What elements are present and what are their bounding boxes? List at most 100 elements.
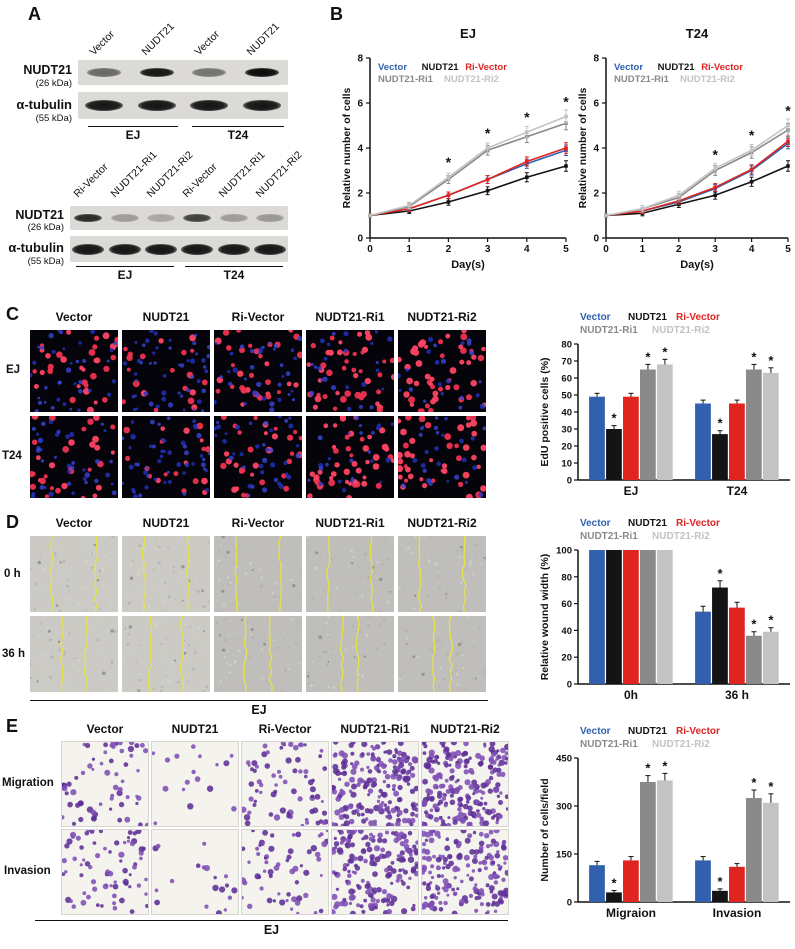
svg-text:Ri-Vector: Ri-Vector xyxy=(701,62,743,73)
svg-text:8: 8 xyxy=(593,54,599,65)
panel-d-cellline-label: EJ xyxy=(251,703,267,717)
column-header-nudt21-ri2: NUDT21-Ri2 xyxy=(430,722,500,736)
wound-image-0h-col0 xyxy=(30,536,118,612)
svg-text:20: 20 xyxy=(561,653,572,664)
svg-text:*: * xyxy=(645,761,651,776)
western-band xyxy=(181,243,214,255)
svg-text:NUDT21-Ri2: NUDT21-Ri2 xyxy=(652,325,710,336)
svg-text:NUDT21-Ri1: NUDT21-Ri1 xyxy=(580,325,638,336)
row-label-ej: EJ xyxy=(6,364,21,376)
edu-image-t24-col4 xyxy=(398,416,486,498)
svg-text:0: 0 xyxy=(567,898,572,909)
wound-image-36h-col3 xyxy=(306,616,394,692)
column-header-vector: Vector xyxy=(55,310,93,324)
column-header-nudt21-ri1: NUDT21-Ri1 xyxy=(315,516,385,530)
svg-text:T24: T24 xyxy=(727,484,748,498)
svg-text:*: * xyxy=(524,109,530,125)
svg-text:*: * xyxy=(718,416,724,431)
svg-text:10: 10 xyxy=(561,459,572,470)
svg-text:Relative number of cells: Relative number of cells xyxy=(577,87,589,208)
svg-text:*: * xyxy=(749,127,755,143)
column-header-ri-vector: Ri-Vector xyxy=(258,722,312,736)
group-label: T24 xyxy=(223,268,245,282)
svg-text:Vector: Vector xyxy=(378,62,407,73)
panel-e-cellline-label: EJ xyxy=(263,923,280,937)
column-header-ri-vector: Ri-Vector xyxy=(231,310,285,324)
column-header-nudt21: NUDT21 xyxy=(142,310,190,324)
svg-text:NUDT21: NUDT21 xyxy=(658,62,696,73)
svg-text:*: * xyxy=(485,125,491,141)
western-strip-tubulin xyxy=(70,236,288,262)
svg-text:*: * xyxy=(751,775,757,790)
svg-text:Migraion: Migraion xyxy=(606,906,656,920)
bar-chart-edu: Vector NUDT21 Ri-Vector NUDT21-Ri1 NUDT21-Ri… xyxy=(540,308,794,506)
edu-image-t24-col3 xyxy=(306,416,394,498)
svg-text:80: 80 xyxy=(561,340,572,351)
svg-text:Ri-Vector: Ri-Vector xyxy=(676,726,720,737)
svg-text:6: 6 xyxy=(593,99,599,110)
svg-text:Relative wound width (%): Relative wound width (%) xyxy=(540,554,551,681)
svg-text:40: 40 xyxy=(561,626,572,637)
row-label-t24: T24 xyxy=(2,450,22,462)
western-band xyxy=(183,214,212,222)
group-label: T24 xyxy=(227,128,249,142)
column-header-nudt21-ri1: NUDT21-Ri1 xyxy=(315,310,385,324)
svg-text:NUDT21: NUDT21 xyxy=(628,312,667,323)
western-band xyxy=(74,214,103,222)
western-band xyxy=(146,214,175,222)
svg-text:30: 30 xyxy=(561,425,572,436)
column-header-nudt21-ri1: NUDT21-Ri1 xyxy=(340,722,410,736)
western-strip-tubulin xyxy=(78,92,288,119)
svg-text:5: 5 xyxy=(563,244,569,255)
svg-text:*: * xyxy=(712,146,718,162)
transwell-image-invasion-col2 xyxy=(241,829,329,915)
svg-text:2: 2 xyxy=(593,189,599,200)
svg-text:*: * xyxy=(751,349,757,364)
wound-image-36h-col1 xyxy=(122,616,210,692)
western-band xyxy=(190,100,229,111)
svg-text:0: 0 xyxy=(367,244,373,255)
svg-text:300: 300 xyxy=(556,802,572,813)
svg-text:2: 2 xyxy=(676,244,682,255)
edu-image-ej-col0 xyxy=(30,330,118,412)
svg-text:Vector: Vector xyxy=(580,726,611,737)
svg-text:NUDT21: NUDT21 xyxy=(628,726,667,737)
svg-text:60: 60 xyxy=(561,599,572,610)
svg-text:NUDT21-Ri2: NUDT21-Ri2 xyxy=(652,739,710,750)
protein-label: NUDT21 xyxy=(23,63,72,77)
svg-text:*: * xyxy=(751,617,757,632)
group-underline xyxy=(88,126,178,127)
column-header-nudt21-ri2: NUDT21-Ri2 xyxy=(407,310,477,324)
svg-text:3: 3 xyxy=(712,244,718,255)
svg-text:*: * xyxy=(785,102,791,118)
mw-label: (26 kDa) xyxy=(27,222,64,233)
transwell-image-invasion-col0 xyxy=(61,829,149,915)
edu-image-ej-col2 xyxy=(214,330,302,412)
protein-label: NUDT21 xyxy=(15,208,64,222)
svg-text:T24: T24 xyxy=(686,26,709,41)
svg-text:Vector: Vector xyxy=(614,62,643,73)
transwell-image-migration-col3 xyxy=(331,741,419,827)
svg-text:0: 0 xyxy=(567,680,572,691)
svg-text:3: 3 xyxy=(485,244,491,255)
svg-text:Invasion: Invasion xyxy=(713,906,762,920)
transwell-image-migration-col2 xyxy=(241,741,329,827)
panel-e-underline xyxy=(35,920,508,921)
western-band xyxy=(244,68,279,77)
column-header-nudt21: NUDT21 xyxy=(171,722,219,736)
western-band xyxy=(255,214,284,222)
svg-text:NUDT21: NUDT21 xyxy=(422,62,460,73)
group-underline xyxy=(76,266,174,267)
mw-label: (55 kDa) xyxy=(27,256,64,267)
svg-text:*: * xyxy=(662,344,668,359)
line-chart-t24: T24 0 2 4 6 8 0 1 2 3 4 5 Day(s) Relative number of c… xyxy=(576,22,794,272)
svg-text:Vector: Vector xyxy=(580,518,611,529)
western-band xyxy=(217,243,250,255)
svg-text:4: 4 xyxy=(593,144,599,155)
transwell-image-migration-col1 xyxy=(151,741,239,827)
svg-text:NUDT21-Ri1: NUDT21-Ri1 xyxy=(378,74,434,85)
wound-image-0h-col4 xyxy=(398,536,486,612)
svg-text:0h: 0h xyxy=(624,688,638,702)
svg-text:*: * xyxy=(768,353,774,368)
